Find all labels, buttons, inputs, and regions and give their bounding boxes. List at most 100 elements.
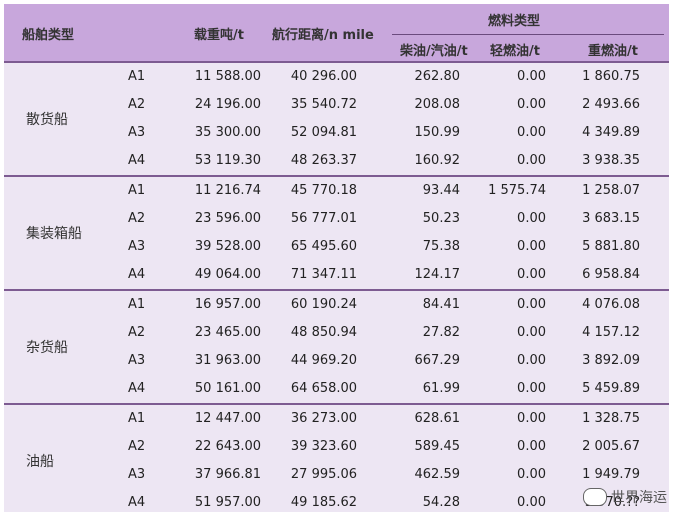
row-dwt: 24 196.00 (194, 97, 262, 112)
table-row: A1 11 216.74 45 770.18 93.44 1 575.74 1 258.0… (4, 177, 669, 205)
row-distance: 39 323.60 (290, 439, 358, 454)
row-light-fuel: 0.00 (517, 267, 546, 282)
row-heavy-fuel: 5 459.89 (582, 381, 640, 396)
row-code: A1 (128, 69, 146, 84)
row-code: A4 (128, 495, 146, 510)
row-code: A3 (128, 467, 146, 482)
row-code: A2 (128, 97, 146, 112)
row-distance: 48 263.37 (290, 153, 358, 168)
row-light-fuel: 0.00 (517, 411, 546, 426)
table-row: A3 35 300.00 52 094.81 150.99 0.00 4 349.89 (4, 119, 669, 147)
watermark: 世界海运 (583, 487, 667, 507)
row-light-fuel: 0.00 (517, 381, 546, 396)
table-header: 船舶类型 载重吨/t 航行距离/n mile 燃料类型 柴油/汽油/t 轻燃油/… (4, 4, 669, 62)
header-dwt: 载重吨/t (194, 28, 244, 43)
row-dwt: 22 643.00 (194, 439, 262, 454)
row-light-fuel: 0.00 (517, 467, 546, 482)
row-light-fuel: 0.00 (517, 239, 546, 254)
row-heavy-fuel: 1 328.75 (582, 411, 640, 426)
row-diesel: 160.92 (414, 153, 461, 168)
table-row: A1 12 447.00 36 273.00 628.61 0.00 1 328.75 (4, 405, 669, 433)
header-fuel-type: 燃料类型 (488, 14, 541, 29)
row-dwt: 37 966.81 (194, 467, 262, 482)
row-dwt: 16 957.00 (194, 297, 262, 312)
row-code: A2 (128, 325, 146, 340)
row-code: A4 (128, 381, 146, 396)
ship-type-label: 油船 (26, 454, 54, 470)
row-heavy-fuel: 4 076.08 (582, 297, 640, 312)
row-dwt: 53 119.30 (194, 153, 262, 168)
row-code: A4 (128, 153, 146, 168)
group-separator (4, 289, 669, 291)
row-heavy-fuel: 3 938.35 (582, 153, 640, 168)
row-diesel: 84.41 (422, 297, 460, 312)
ship-type-label: 散货船 (26, 112, 68, 128)
row-light-fuel: 0.00 (517, 325, 546, 340)
row-light-fuel: 0.00 (517, 125, 546, 140)
header-ship-type: 船舶类型 (22, 28, 75, 43)
table-row: A3 31 963.00 44 969.20 667.29 0.00 3 892.09 (4, 347, 669, 375)
table-row: A4 51 957.00 49 185.62 54.28 0.00 5 970.?? (4, 489, 669, 517)
wechat-icon (583, 488, 607, 506)
ship-group: 杂货船 A1 16 957.00 60 190.24 84.41 0.00 4 076.08… (4, 291, 669, 403)
row-distance: 45 770.18 (290, 183, 358, 198)
row-diesel: 75.38 (422, 239, 460, 254)
row-distance: 27 995.06 (290, 467, 358, 482)
header-light-fuel: 轻燃油/t (490, 44, 540, 59)
table-row: A3 37 966.81 27 995.06 462.59 0.00 1 949.79 (4, 461, 669, 489)
row-diesel: 667.29 (414, 353, 461, 368)
row-light-fuel: 1 575.74 (488, 183, 546, 198)
ship-type-label: 杂货船 (26, 340, 68, 356)
row-code: A3 (128, 353, 146, 368)
row-light-fuel: 0.00 (517, 153, 546, 168)
table-row: A2 22 643.00 39 323.60 589.45 0.00 2 005.67 (4, 433, 669, 461)
row-diesel: 124.17 (414, 267, 461, 282)
row-light-fuel: 0.00 (517, 495, 546, 510)
row-distance: 65 495.60 (290, 239, 358, 254)
row-dwt: 50 161.00 (194, 381, 262, 396)
row-distance: 71 347.11 (290, 267, 358, 282)
row-diesel: 150.99 (414, 125, 461, 140)
row-light-fuel: 0.00 (517, 69, 546, 84)
row-code: A3 (128, 125, 146, 140)
row-diesel: 27.82 (422, 325, 460, 340)
row-distance: 52 094.81 (290, 125, 358, 140)
row-diesel: 462.59 (414, 467, 461, 482)
row-heavy-fuel: 2 493.66 (582, 97, 640, 112)
row-diesel: 61.99 (422, 381, 460, 396)
table-row: A3 39 528.00 65 495.60 75.38 0.00 5 881.80 (4, 233, 669, 261)
row-code: A1 (128, 183, 146, 198)
row-heavy-fuel: 3 683.15 (582, 211, 640, 226)
row-diesel: 54.28 (422, 495, 460, 510)
table-row: A4 50 161.00 64 658.00 61.99 0.00 5 459.89 (4, 375, 669, 403)
row-diesel: 628.61 (414, 411, 461, 426)
table-row: A4 53 119.30 48 263.37 160.92 0.00 3 938.35 (4, 147, 669, 175)
row-distance: 60 190.24 (290, 297, 358, 312)
row-dwt: 39 528.00 (194, 239, 262, 254)
row-heavy-fuel: 4 157.12 (582, 325, 640, 340)
row-heavy-fuel: 2 005.67 (582, 439, 640, 454)
row-heavy-fuel: 5 881.80 (582, 239, 640, 254)
ship-group: 散货船 A1 11 588.00 40 296.00 262.80 0.00 1 860.7… (4, 63, 669, 175)
row-dwt: 23 596.00 (194, 211, 262, 226)
header-bottom-rule (4, 61, 669, 63)
row-diesel: 262.80 (414, 69, 461, 84)
group-separator (4, 403, 669, 405)
row-light-fuel: 0.00 (517, 211, 546, 226)
fuel-consumption-table: 船舶类型 载重吨/t 航行距离/n mile 燃料类型 柴油/汽油/t 轻燃油/… (4, 4, 669, 512)
header-heavy-fuel: 重燃油/t (588, 44, 638, 59)
table-row: A2 24 196.00 35 540.72 208.08 0.00 2 493.66 (4, 91, 669, 119)
table-row: A4 49 064.00 71 347.11 124.17 0.00 6 958.84 (4, 261, 669, 289)
row-distance: 48 850.94 (290, 325, 358, 340)
row-diesel: 589.45 (414, 439, 461, 454)
row-heavy-fuel: 1 258.07 (582, 183, 640, 198)
row-dwt: 49 064.00 (194, 267, 262, 282)
row-dwt: 31 963.00 (194, 353, 262, 368)
row-code: A2 (128, 211, 146, 226)
row-heavy-fuel: 1 949.79 (582, 467, 640, 482)
table-row: A2 23 465.00 48 850.94 27.82 0.00 4 157.12 (4, 319, 669, 347)
ship-type-label: 集装箱船 (26, 226, 82, 242)
row-dwt: 35 300.00 (194, 125, 262, 140)
group-separator (4, 175, 669, 177)
row-heavy-fuel: 6 958.84 (582, 267, 640, 282)
